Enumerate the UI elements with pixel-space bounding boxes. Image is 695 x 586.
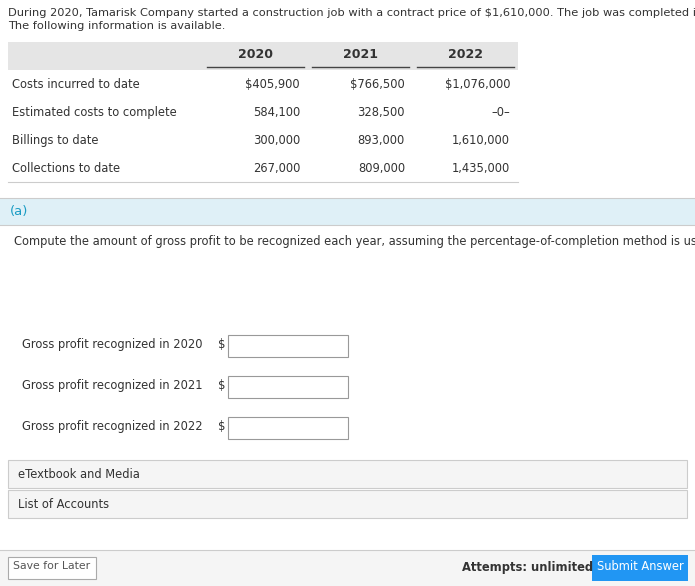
Text: 893,000: 893,000 <box>358 134 405 147</box>
Text: (a): (a) <box>10 205 28 218</box>
Text: 300,000: 300,000 <box>253 134 300 147</box>
Text: –0–: –0– <box>491 106 510 119</box>
Text: Estimated costs to complete: Estimated costs to complete <box>12 106 177 119</box>
Text: eTextbook and Media: eTextbook and Media <box>18 468 140 481</box>
Text: Gross profit recognized in 2022: Gross profit recognized in 2022 <box>22 420 203 433</box>
Bar <box>8 490 687 518</box>
Bar <box>0 550 695 586</box>
Text: 267,000: 267,000 <box>252 162 300 175</box>
Text: Costs incurred to date: Costs incurred to date <box>12 78 140 91</box>
Text: 2020: 2020 <box>238 48 273 61</box>
Text: List of Accounts: List of Accounts <box>18 498 109 511</box>
Text: Billings to date: Billings to date <box>12 134 99 147</box>
Bar <box>0 199 695 225</box>
Text: During 2020, Tamarisk Company started a construction job with a contract price o: During 2020, Tamarisk Company started a … <box>8 8 695 18</box>
Bar <box>8 154 518 182</box>
Text: 809,000: 809,000 <box>358 162 405 175</box>
Text: $: $ <box>218 420 225 433</box>
Text: Submit Answer: Submit Answer <box>596 560 683 573</box>
Text: 584,100: 584,100 <box>253 106 300 119</box>
Text: $766,500: $766,500 <box>350 78 405 91</box>
Bar <box>8 460 687 488</box>
Text: Collections to date: Collections to date <box>12 162 120 175</box>
Text: Save for Later: Save for Later <box>13 561 90 571</box>
Text: $405,900: $405,900 <box>245 78 300 91</box>
Text: $: $ <box>218 379 225 392</box>
Text: 2021: 2021 <box>343 48 378 61</box>
Bar <box>8 42 518 70</box>
Text: Compute the amount of gross profit to be recognized each year, assuming the perc: Compute the amount of gross profit to be… <box>14 235 695 248</box>
Bar <box>228 376 348 398</box>
Bar <box>8 98 518 126</box>
Text: The following information is available.: The following information is available. <box>8 21 225 31</box>
Text: $: $ <box>218 338 225 351</box>
Bar <box>8 70 518 98</box>
Text: Gross profit recognized in 2020: Gross profit recognized in 2020 <box>22 338 202 351</box>
Bar <box>8 126 518 154</box>
Bar <box>592 555 688 581</box>
Text: Attempts: unlimited: Attempts: unlimited <box>462 561 593 574</box>
Text: Gross profit recognized in 2021: Gross profit recognized in 2021 <box>22 379 202 392</box>
Bar <box>228 335 348 357</box>
Text: 1,610,000: 1,610,000 <box>452 134 510 147</box>
Text: 328,500: 328,500 <box>357 106 405 119</box>
Bar <box>228 417 348 439</box>
Text: $1,076,000: $1,076,000 <box>445 78 510 91</box>
Text: 1,435,000: 1,435,000 <box>452 162 510 175</box>
Bar <box>8 557 96 579</box>
Text: 2022: 2022 <box>448 48 483 61</box>
